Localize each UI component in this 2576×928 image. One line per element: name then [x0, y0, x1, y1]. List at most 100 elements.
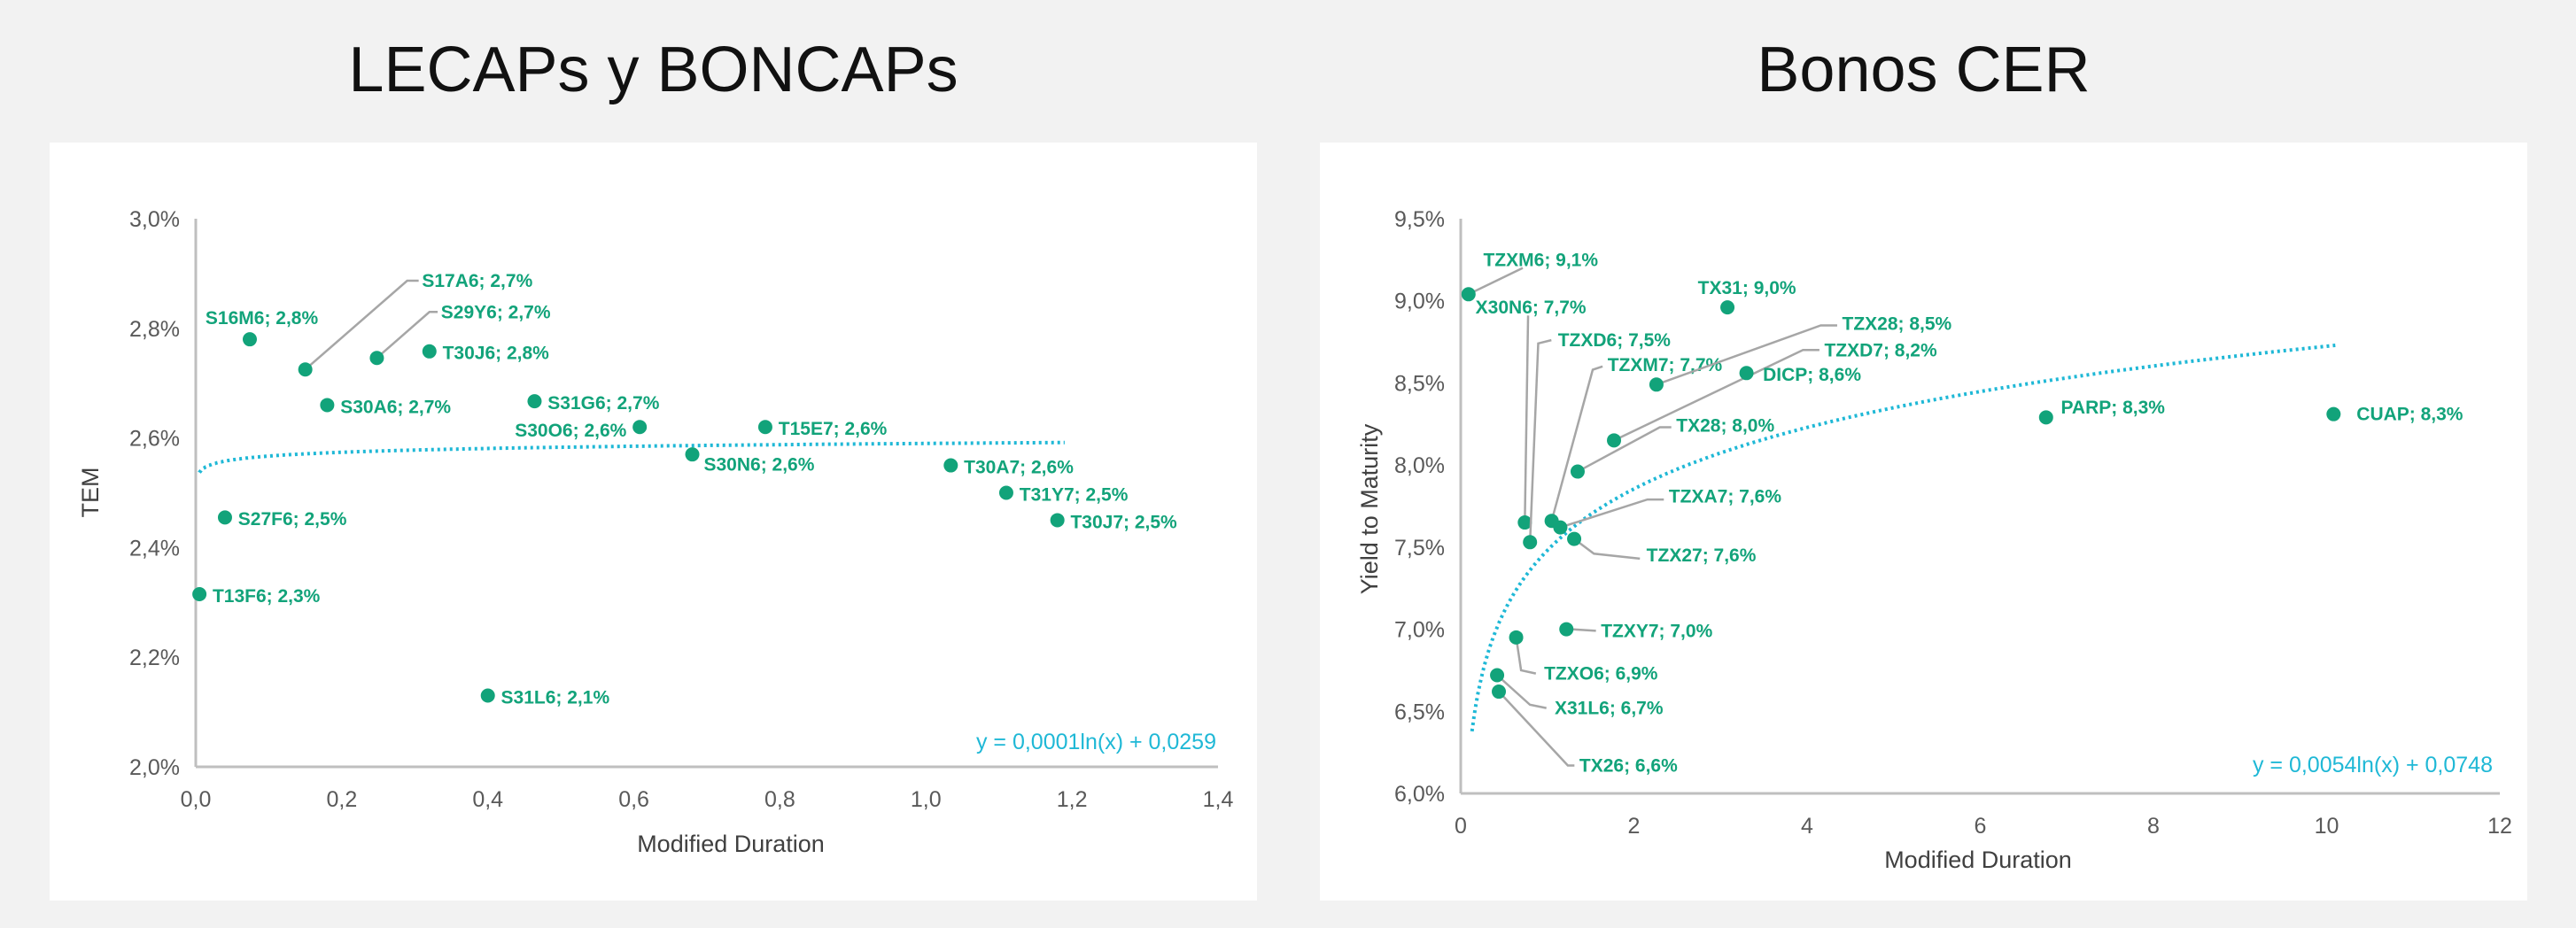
- x-tick-label: 6: [1975, 814, 1987, 839]
- data-label: TX31; 9,0%: [1698, 278, 1796, 298]
- data-label: TZXD7; 8,2%: [1824, 340, 1937, 360]
- data-point: [242, 332, 257, 347]
- y-tick-label: 2,2%: [129, 646, 180, 670]
- data-label: S30O6; 2,6%: [515, 421, 626, 441]
- data-point: [632, 420, 648, 435]
- x-tick-label: 0,6: [618, 787, 649, 812]
- x-tick-label: 0,4: [472, 787, 503, 812]
- data-point: [1523, 535, 1538, 550]
- leader-line: [1613, 349, 1819, 442]
- trendline-equation: y = 0,0001ln(x) + 0,0259: [976, 730, 1216, 754]
- y-tick-label: 9,5%: [1394, 207, 1445, 232]
- data-label: CUAP; 8,3%: [2356, 405, 2463, 425]
- y-tick-label: 9,0%: [1394, 290, 1445, 314]
- x-tick-label: 10: [2315, 814, 2339, 839]
- leader-line: [376, 311, 438, 360]
- data-point: [757, 420, 772, 435]
- data-label: TZXO6; 6,9%: [1544, 664, 1658, 684]
- data-point: [943, 458, 958, 473]
- x-tick-label: 0,0: [181, 787, 212, 812]
- x-axis-title: Modified Duration: [1884, 847, 2072, 873]
- data-point: [422, 344, 437, 359]
- x-axis-title: Modified Duration: [637, 831, 825, 857]
- data-point: [320, 398, 335, 413]
- leader-line: [1577, 426, 1672, 473]
- data-label: T13F6; 2,3%: [213, 586, 321, 607]
- x-tick-label: 12: [2487, 814, 2512, 839]
- data-label: TZX27; 7,6%: [1647, 545, 1757, 566]
- x-tick-label: 0,2: [326, 787, 357, 812]
- x-tick-label: 1,2: [1057, 787, 1088, 812]
- data-point: [685, 447, 700, 462]
- x-tick-label: 4: [1801, 814, 1813, 839]
- y-tick-label: 7,5%: [1394, 536, 1445, 561]
- data-label: S30A6; 2,7%: [340, 397, 451, 417]
- data-label: S29Y6; 2,7%: [441, 302, 551, 322]
- data-point: [1559, 622, 1574, 637]
- data-point: [1517, 515, 1532, 530]
- leader-line: [1524, 315, 1530, 523]
- data-point: [998, 485, 1013, 500]
- data-point: [2326, 406, 2341, 421]
- data-label: TZXD6; 7,5%: [1558, 330, 1672, 351]
- data-point: [217, 510, 232, 525]
- data-point: [369, 351, 384, 366]
- y-tick-label: 2,0%: [129, 755, 180, 780]
- data-label: S16M6; 2,8%: [206, 308, 319, 329]
- x-tick-label: 0: [1455, 814, 1467, 839]
- leader-line: [1550, 365, 1603, 522]
- data-label: T30J6; 2,8%: [443, 344, 550, 364]
- trendline: [198, 440, 1065, 474]
- y-tick-label: 7,0%: [1394, 618, 1445, 643]
- data-point: [1570, 464, 1585, 479]
- leader-line: [1560, 498, 1664, 529]
- data-point: [1492, 684, 1507, 700]
- leader-line: [1573, 537, 1641, 561]
- trendline: [1470, 344, 2336, 732]
- leader-line: [1468, 267, 1524, 296]
- data-label: TZXY7; 7,0%: [1601, 621, 1712, 641]
- chart-title-cer: Bonos CER: [1757, 35, 2091, 105]
- x-tick-label: 0,8: [764, 787, 795, 812]
- data-label: T31Y7; 2,5%: [1020, 484, 1129, 505]
- leader-line: [304, 279, 419, 371]
- y-axis-title: Yield to Maturity: [1356, 423, 1383, 594]
- data-label: TZXA7; 7,6%: [1669, 486, 1782, 507]
- data-label: S30N6; 2,6%: [703, 454, 814, 475]
- data-point: [1739, 366, 1754, 381]
- y-tick-label: 2,8%: [129, 317, 180, 342]
- leader-line: [1515, 637, 1537, 675]
- data-point: [298, 362, 313, 377]
- data-label: PARP; 8,3%: [2060, 398, 2165, 418]
- chart-title-lecaps: LECAPs y BONCAPs: [348, 35, 958, 105]
- data-point: [1553, 520, 1568, 535]
- x-tick-label: 1,0: [911, 787, 942, 812]
- data-label: X30N6; 7,7%: [1476, 298, 1587, 318]
- leader-line: [1498, 691, 1575, 767]
- y-tick-label: 8,5%: [1394, 371, 1445, 396]
- x-tick-label: 8: [2147, 814, 2160, 839]
- data-point: [480, 688, 495, 703]
- data-label: S31G6; 2,7%: [547, 393, 659, 414]
- data-label: TZXM6; 9,1%: [1483, 250, 1598, 270]
- y-axis-title: TEM: [77, 468, 104, 518]
- data-label: TX28; 8,0%: [1676, 416, 1774, 437]
- data-point: [1490, 668, 1505, 683]
- y-tick-label: 6,0%: [1394, 782, 1445, 807]
- data-point: [1050, 513, 1065, 528]
- data-label: TX26; 6,6%: [1579, 756, 1678, 777]
- leader-line: [1656, 324, 1837, 386]
- y-tick-label: 3,0%: [129, 207, 180, 232]
- data-label: T30A7; 2,6%: [964, 457, 1074, 477]
- leader-line: [1528, 338, 1552, 543]
- data-point: [1649, 377, 1664, 392]
- data-point: [1461, 287, 1476, 302]
- data-label: S27F6; 2,5%: [238, 509, 347, 530]
- data-label: TZXM7; 7,7%: [1608, 355, 1723, 375]
- y-tick-label: 2,6%: [129, 427, 180, 452]
- data-label: T15E7; 2,6%: [779, 419, 888, 439]
- data-point: [1567, 531, 1582, 546]
- data-point: [1509, 630, 1524, 645]
- x-tick-label: 2: [1628, 814, 1641, 839]
